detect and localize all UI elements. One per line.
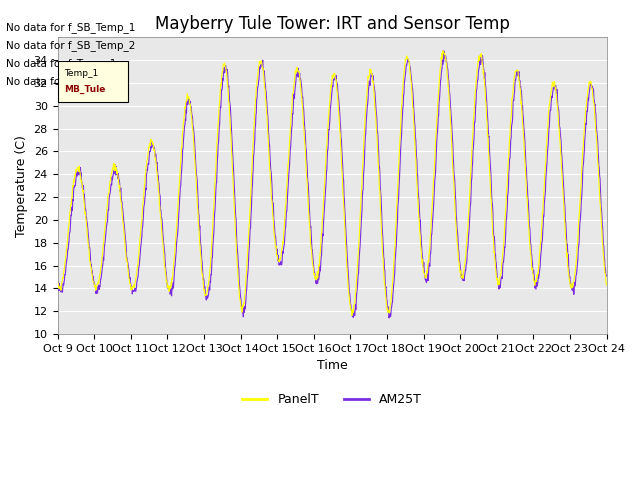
Text: No data for f_Temp_1: No data for f_Temp_1: [6, 58, 116, 69]
Y-axis label: Temperature (C): Temperature (C): [15, 135, 28, 237]
Text: No data for f_SB_Temp_2: No data for f_SB_Temp_2: [6, 40, 136, 51]
Legend: PanelT, AM25T: PanelT, AM25T: [237, 388, 427, 411]
Text: No data for f_SB_Temp_1: No data for f_SB_Temp_1: [6, 22, 136, 33]
X-axis label: Time: Time: [317, 360, 348, 372]
Text: MB_Tule: MB_Tule: [64, 85, 106, 95]
Text: Temp_1: Temp_1: [64, 69, 98, 78]
Text: No data for f_Temp_2: No data for f_Temp_2: [6, 76, 116, 87]
Title: Mayberry Tule Tower: IRT and Sensor Temp: Mayberry Tule Tower: IRT and Sensor Temp: [155, 15, 509, 33]
